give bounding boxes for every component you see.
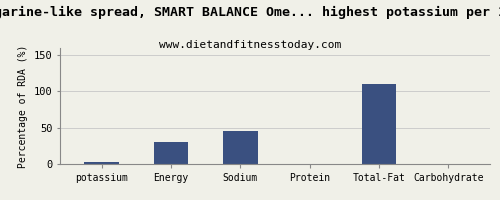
Bar [223, 131, 258, 164]
Text: Margarine-like spread, SMART BALANCE Ome... highest potassium per 100g: Margarine-like spread, SMART BALANCE Ome… [0, 6, 500, 19]
Text: www.dietandfitnesstoday.com: www.dietandfitnesstoday.com [159, 40, 341, 50]
Y-axis label: Percentage of RDA (%): Percentage of RDA (%) [18, 44, 28, 168]
Bar [84, 162, 119, 164]
Bar [154, 142, 188, 164]
Bar [362, 84, 396, 164]
